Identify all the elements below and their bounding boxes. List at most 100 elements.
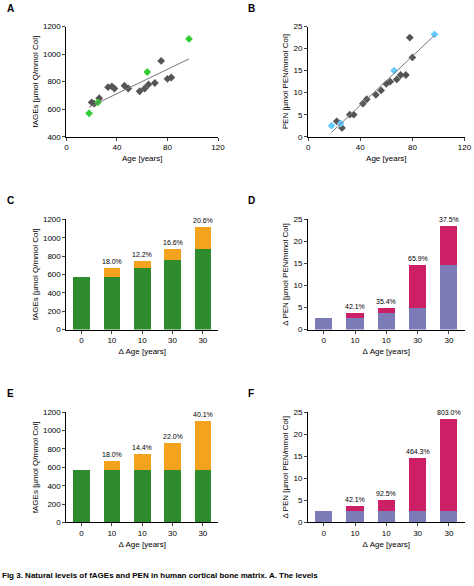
svg-text:464.3%: 464.3%: [406, 448, 430, 455]
svg-text:16.6%: 16.6%: [163, 239, 183, 246]
svg-text:92.5%: 92.5%: [376, 490, 396, 497]
svg-text:30: 30: [444, 529, 453, 538]
svg-text:1200: 1200: [43, 215, 61, 224]
svg-text:10: 10: [351, 336, 360, 345]
svg-text:400: 400: [47, 482, 61, 491]
svg-text:10: 10: [294, 474, 303, 483]
svg-text:F: F: [248, 388, 254, 399]
svg-text:0: 0: [56, 325, 61, 334]
svg-text:Fig 3. Natural levels of fAGEs: Fig 3. Natural levels of fAGEs and PEN i…: [2, 571, 318, 580]
svg-text:1000: 1000: [43, 234, 61, 243]
svg-text:10: 10: [382, 529, 391, 538]
svg-text:Age [years]: Age [years]: [122, 154, 162, 163]
svg-text:15: 15: [294, 259, 303, 268]
svg-text:30: 30: [198, 529, 207, 538]
svg-text:25: 25: [294, 408, 303, 417]
svg-text:5: 5: [298, 110, 303, 119]
svg-text:fAGEs [µmol Q/mmol Col]: fAGEs [µmol Q/mmol Col]: [31, 421, 40, 513]
svg-text:30: 30: [198, 336, 207, 345]
svg-text:42.1%: 42.1%: [345, 303, 365, 310]
svg-text:18.0%: 18.0%: [102, 451, 122, 458]
svg-text:5: 5: [298, 496, 303, 505]
svg-text:10: 10: [294, 88, 303, 97]
svg-text:10: 10: [382, 336, 391, 345]
svg-text:40.1%: 40.1%: [193, 411, 213, 418]
svg-text:12.2%: 12.2%: [132, 251, 152, 258]
svg-text:37.5%: 37.5%: [439, 216, 459, 223]
svg-text:42.1%: 42.1%: [345, 496, 365, 503]
svg-text:800: 800: [47, 252, 61, 261]
svg-text:E: E: [7, 388, 14, 399]
svg-text:Δ Age [years]: Δ Age [years]: [363, 540, 411, 549]
svg-text:600: 600: [47, 270, 61, 279]
svg-text:1200: 1200: [43, 408, 61, 417]
svg-text:600: 600: [47, 463, 61, 472]
svg-text:30: 30: [168, 336, 177, 345]
svg-text:22.0%: 22.0%: [163, 433, 183, 440]
svg-text:40: 40: [356, 143, 365, 152]
svg-text:18.0%: 18.0%: [102, 258, 122, 265]
svg-text:fAGEs [µmol Q/mmol Col]: fAGEs [µmol Q/mmol Col]: [31, 36, 40, 128]
svg-text:200: 200: [47, 500, 61, 509]
svg-text:0: 0: [298, 133, 303, 142]
svg-text:20: 20: [294, 430, 303, 439]
svg-text:65.9%: 65.9%: [408, 255, 428, 262]
svg-text:B: B: [248, 3, 255, 14]
svg-text:30: 30: [444, 336, 453, 345]
svg-text:1000: 1000: [43, 50, 61, 59]
svg-text:25: 25: [294, 215, 303, 224]
svg-text:25: 25: [294, 22, 303, 31]
svg-text:0: 0: [298, 518, 303, 527]
svg-text:20: 20: [294, 44, 303, 53]
svg-text:400: 400: [47, 289, 61, 298]
svg-text:30: 30: [413, 336, 422, 345]
svg-text:10: 10: [107, 529, 116, 538]
svg-text:10: 10: [351, 529, 360, 538]
svg-text:D: D: [248, 195, 255, 206]
svg-text:120: 120: [458, 143, 472, 152]
svg-text:Δ Age [years]: Δ Age [years]: [363, 347, 411, 356]
svg-text:0: 0: [322, 529, 327, 538]
svg-text:0: 0: [306, 143, 311, 152]
svg-text:10: 10: [138, 529, 147, 538]
svg-text:10: 10: [138, 336, 147, 345]
svg-text:Δ PEN [µmol PEN/mmol Col]: Δ PEN [µmol PEN/mmol Col]: [281, 416, 290, 518]
svg-text:Δ PEN [µmol PEN/mmol Col]: Δ PEN [µmol PEN/mmol Col]: [281, 223, 290, 325]
svg-text:0: 0: [79, 336, 84, 345]
svg-text:803.0%: 803.0%: [437, 409, 461, 416]
svg-text:30: 30: [168, 529, 177, 538]
svg-text:1200: 1200: [43, 22, 61, 31]
svg-text:Δ Age [years]: Δ Age [years]: [118, 540, 166, 549]
svg-text:15: 15: [294, 452, 303, 461]
svg-text:5: 5: [298, 303, 303, 312]
svg-text:15: 15: [294, 66, 303, 75]
svg-text:35.4%: 35.4%: [376, 298, 396, 305]
svg-text:fAGEs [µmol Q/mmol Col]: fAGEs [µmol Q/mmol Col]: [31, 229, 40, 321]
svg-text:10: 10: [294, 281, 303, 290]
svg-text:0: 0: [79, 529, 84, 538]
svg-text:0: 0: [298, 325, 303, 334]
svg-text:200: 200: [47, 307, 61, 316]
svg-text:20.6%: 20.6%: [193, 217, 213, 224]
svg-text:Δ Age [years]: Δ Age [years]: [118, 347, 166, 356]
svg-text:0: 0: [56, 518, 61, 527]
svg-text:40: 40: [112, 143, 121, 152]
svg-text:1000: 1000: [43, 426, 61, 435]
svg-text:C: C: [7, 195, 14, 206]
svg-text:80: 80: [408, 143, 417, 152]
svg-text:600: 600: [47, 105, 61, 114]
svg-text:10: 10: [107, 336, 116, 345]
svg-text:A: A: [7, 3, 14, 14]
svg-text:120: 120: [211, 143, 225, 152]
svg-text:800: 800: [47, 445, 61, 454]
svg-text:800: 800: [47, 77, 61, 86]
svg-text:0: 0: [322, 336, 327, 345]
svg-text:30: 30: [413, 529, 422, 538]
svg-text:20: 20: [294, 237, 303, 246]
svg-text:80: 80: [163, 143, 172, 152]
svg-text:Age [years]: Age [years]: [366, 154, 406, 163]
svg-text:400: 400: [47, 133, 61, 142]
svg-text:0: 0: [64, 143, 69, 152]
svg-text:14.4%: 14.4%: [132, 444, 152, 451]
svg-text:PEN [µmol PEN/mmol Col]: PEN [µmol PEN/mmol Col]: [281, 34, 290, 129]
